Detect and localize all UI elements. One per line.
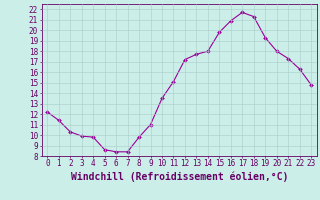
- X-axis label: Windchill (Refroidissement éolien,°C): Windchill (Refroidissement éolien,°C): [70, 171, 288, 182]
